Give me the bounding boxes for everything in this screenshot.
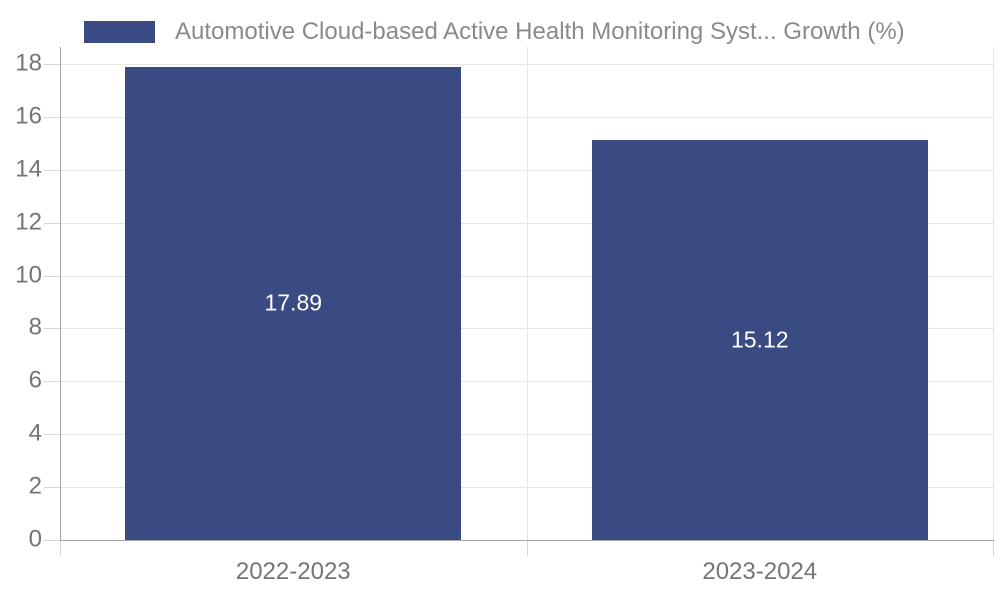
- bar-value-label: 17.89: [264, 289, 323, 316]
- legend-swatch: [84, 21, 155, 43]
- y-axis-line: [60, 47, 61, 540]
- y-axis-tick: [44, 64, 60, 65]
- bar-2023-2024[interactable]: [591, 140, 928, 540]
- y-axis-tick: [44, 222, 60, 224]
- y-axis-tick-label: 0: [28, 525, 42, 553]
- bar-value-label: 15.12: [730, 326, 789, 353]
- y-axis-tick-label: 10: [15, 260, 42, 288]
- y-axis-tick: [44, 381, 60, 383]
- x-axis-line: [60, 540, 994, 541]
- legend[interactable]: Automotive Cloud-based Active Health Mon…: [84, 19, 905, 45]
- y-axis-tick-label: 2: [28, 472, 42, 500]
- x-axis-tick: [993, 540, 994, 556]
- y-axis-tick-label: 12: [15, 208, 42, 236]
- y-axis-tick-label: 16: [15, 102, 42, 130]
- y-axis-tick: [44, 328, 60, 330]
- y-axis-tick: [44, 434, 60, 436]
- y-axis-tick: [44, 540, 60, 541]
- y-axis-tick: [44, 169, 60, 171]
- x-axis-category-label: 2022-2023: [235, 558, 351, 585]
- y-axis-tick-label: 18: [15, 49, 42, 77]
- legend-label: Automotive Cloud-based Active Health Mon…: [175, 18, 905, 45]
- x-gridline: [993, 47, 994, 540]
- x-axis-category-label: 2023-2024: [702, 558, 818, 585]
- x-axis-tick: [526, 540, 528, 556]
- bar-2022-2023[interactable]: [125, 66, 462, 540]
- y-axis-tick-label: 4: [28, 419, 42, 447]
- y-axis-tick: [44, 116, 60, 118]
- y-axis-tick-label: 14: [15, 155, 42, 183]
- y-axis-tick-label: 6: [28, 366, 42, 394]
- x-gridline: [526, 47, 528, 540]
- x-axis-tick: [60, 540, 61, 556]
- y-axis-tick-label: 8: [28, 313, 42, 341]
- y-axis-tick: [44, 275, 60, 277]
- y-axis-tick: [44, 487, 60, 489]
